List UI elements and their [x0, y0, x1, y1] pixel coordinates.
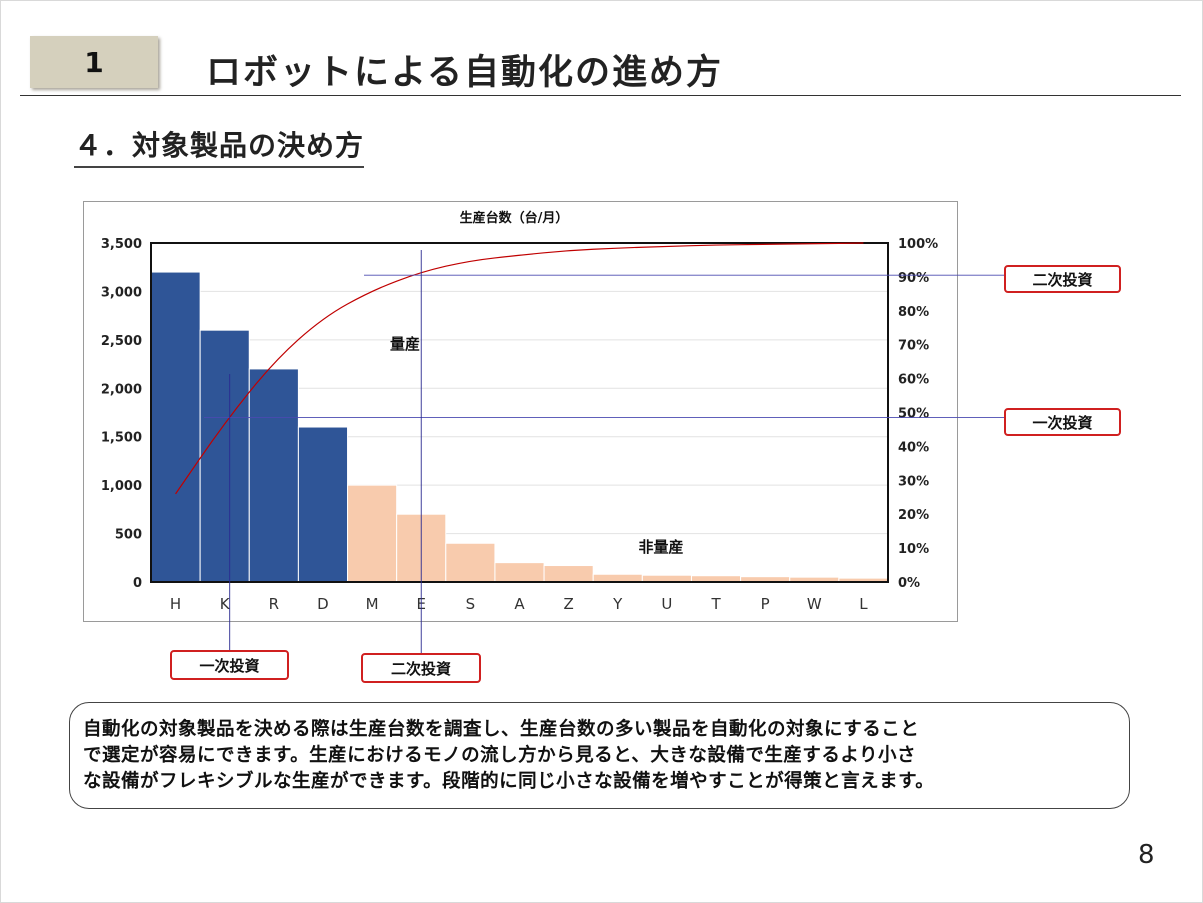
y2-tick-label: 10%	[898, 542, 929, 557]
y2-tick-label: 80%	[898, 305, 929, 320]
y2-tick-label: 50%	[898, 407, 929, 422]
tag-label: 一次投資	[199, 656, 260, 675]
investment-reference-lines	[204, 250, 1004, 653]
cumulative-percent-line	[175, 242, 864, 495]
y2-tick-label: 90%	[898, 271, 929, 286]
y2-tick-label: 0%	[898, 576, 920, 591]
bar-M	[347, 484, 398, 583]
x-tick-label: M	[366, 595, 379, 613]
first-investment-tag-bottom: 一次投資	[170, 650, 289, 680]
y2-tick-label: 30%	[898, 474, 929, 489]
bar-A	[494, 562, 545, 583]
y2-tick-label: 100%	[898, 237, 938, 252]
y-tick-label: 2,000	[101, 382, 142, 397]
y2-axis-labels: 0% 10% 20% 30% 40% 50% 60% 70% 80% 90% 100%	[898, 237, 938, 591]
x-tick-label: U	[661, 595, 672, 613]
x-tick-label: A	[514, 595, 525, 613]
x-tick-label: K	[220, 595, 231, 613]
section-number-tab: 1	[30, 36, 158, 88]
note-line: 自動化の対象製品を決める際は生産台数を調査し、生産台数の多い製品を自動化の対象に…	[83, 719, 920, 740]
second-investment-tag-bottom: 二次投資	[361, 653, 481, 683]
y-tick-label: 2,500	[101, 334, 142, 349]
y-tick-label: 1,000	[101, 479, 142, 494]
mass-production-label: 量産	[390, 335, 420, 353]
first-investment-tag-right: 一次投資	[1004, 408, 1121, 436]
non-mass-production-label: 非量産	[638, 538, 683, 556]
y-tick-label: 3,000	[101, 285, 142, 300]
y-tick-label: 0	[133, 576, 142, 591]
y-tick-label: 3,500	[101, 237, 142, 252]
note-line: な設備がフレキシブルな生産ができます。段階的に同じ小さな設備を増やすことが得策と…	[83, 771, 935, 792]
chart-bars	[150, 271, 889, 583]
bar-U	[641, 574, 692, 583]
slide-subtitle: ４．対象製品の決め方	[74, 124, 365, 168]
bar-Z	[543, 565, 594, 583]
bar-R	[248, 368, 299, 583]
y2-tick-label: 70%	[898, 339, 929, 354]
x-tick-label: H	[170, 595, 181, 613]
y-axis-labels: 0 500 1,000 1,500 2,000 2,500 3,000 3,500	[101, 237, 142, 591]
second-investment-tag-right: 二次投資	[1004, 265, 1121, 293]
tag-label: 二次投資	[390, 659, 451, 678]
y-tick-label: 1,500	[101, 431, 142, 446]
tag-label: 一次投資	[1032, 413, 1093, 432]
note-line: で選定が容易にできます。生産におけるモノの流し方から見ると、大きな設備で生産する…	[83, 745, 917, 766]
chart-title: 生産台数（台/月）	[460, 210, 569, 226]
bar-Y	[592, 573, 643, 583]
x-tick-label: Y	[612, 595, 623, 613]
y-tick-label: 500	[115, 528, 142, 543]
x-tick-label: W	[807, 595, 822, 613]
x-tick-label: D	[317, 595, 329, 613]
slide-title: ロボットによる自動化の進め方	[206, 53, 723, 93]
x-tick-label: S	[466, 595, 476, 613]
tag-label: 二次投資	[1032, 270, 1093, 289]
x-tick-label: T	[710, 595, 721, 613]
y2-tick-label: 60%	[898, 373, 929, 388]
page-number: 8	[1138, 840, 1155, 870]
x-tick-label: Z	[563, 595, 573, 613]
title-divider	[20, 95, 1181, 96]
explanation-note: 自動化の対象製品を決める際は生産台数を調査し、生産台数の多い製品を自動化の対象に…	[69, 702, 1130, 809]
bar-S	[445, 542, 496, 583]
bar-H	[150, 271, 201, 583]
plot-area-border	[150, 242, 889, 583]
x-tick-label: L	[859, 595, 868, 613]
x-tick-label: R	[269, 595, 279, 613]
section-number: 1	[84, 45, 104, 79]
bar-D	[297, 426, 349, 583]
y2-tick-label: 20%	[898, 508, 929, 523]
x-tick-label: P	[761, 595, 770, 613]
bar-K	[199, 329, 250, 583]
y2-tick-label: 40%	[898, 440, 929, 455]
